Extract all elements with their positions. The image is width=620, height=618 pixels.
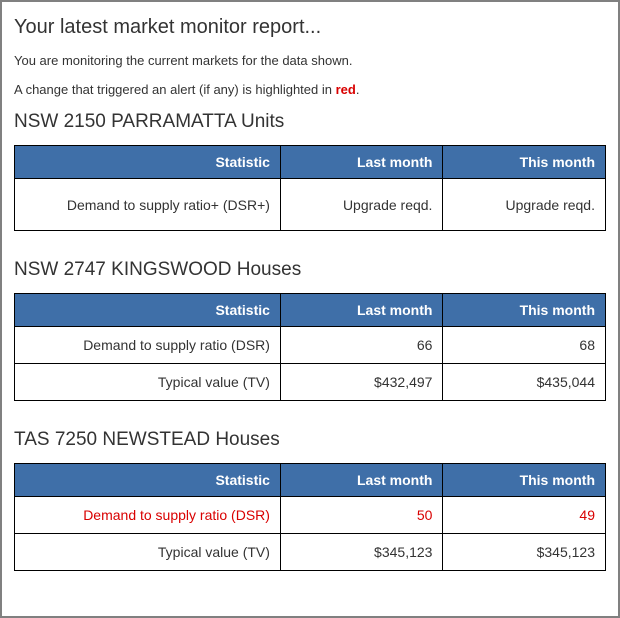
col-header-stat: Statistic: [15, 146, 281, 179]
intro-line-2: A change that triggered an alert (if any…: [14, 82, 606, 97]
col-header-last: Last month: [280, 294, 443, 327]
sections-container: NSW 2150 PARRAMATTA UnitsStatisticLast m…: [14, 111, 606, 571]
col-header-last: Last month: [280, 464, 443, 497]
page-title: Your latest market monitor report...: [14, 16, 606, 39]
cell-this: 68: [443, 327, 606, 364]
intro-line-1: You are monitoring the current markets f…: [14, 53, 606, 68]
report-frame: Your latest market monitor report... You…: [0, 0, 620, 618]
cell-stat: Typical value (TV): [15, 534, 281, 571]
cell-last: 66: [280, 327, 443, 364]
table-row: Demand to supply ratio (DSR)5049: [15, 497, 606, 534]
cell-last: 50: [280, 497, 443, 534]
intro-2-post: .: [356, 82, 360, 97]
intro-2-red: red: [336, 82, 356, 97]
col-header-stat: Statistic: [15, 294, 281, 327]
cell-stat: Demand to supply ratio+ (DSR+): [15, 179, 281, 231]
col-header-this: This month: [443, 146, 606, 179]
section-heading: NSW 2747 KINGSWOOD Houses: [14, 259, 606, 281]
cell-this: $435,044: [443, 364, 606, 401]
table-row: Typical value (TV)$345,123$345,123: [15, 534, 606, 571]
section-heading: TAS 7250 NEWSTEAD Houses: [14, 429, 606, 451]
intro-2-pre: A change that triggered an alert (if any…: [14, 82, 336, 97]
cell-stat: Demand to supply ratio (DSR): [15, 327, 281, 364]
section-heading: NSW 2150 PARRAMATTA Units: [14, 111, 606, 133]
cell-this: Upgrade reqd.: [443, 179, 606, 231]
col-header-this: This month: [443, 294, 606, 327]
col-header-this: This month: [443, 464, 606, 497]
cell-this: $345,123: [443, 534, 606, 571]
col-header-last: Last month: [280, 146, 443, 179]
cell-last: $432,497: [280, 364, 443, 401]
cell-stat: Typical value (TV): [15, 364, 281, 401]
cell-this: 49: [443, 497, 606, 534]
cell-last: $345,123: [280, 534, 443, 571]
report-table: StatisticLast monthThis monthDemand to s…: [14, 145, 606, 231]
table-row: Demand to supply ratio+ (DSR+)Upgrade re…: [15, 179, 606, 231]
col-header-stat: Statistic: [15, 464, 281, 497]
report-table: StatisticLast monthThis monthDemand to s…: [14, 293, 606, 401]
table-row: Demand to supply ratio (DSR)6668: [15, 327, 606, 364]
cell-last: Upgrade reqd.: [280, 179, 443, 231]
cell-stat: Demand to supply ratio (DSR): [15, 497, 281, 534]
table-row: Typical value (TV)$432,497$435,044: [15, 364, 606, 401]
report-table: StatisticLast monthThis monthDemand to s…: [14, 463, 606, 571]
